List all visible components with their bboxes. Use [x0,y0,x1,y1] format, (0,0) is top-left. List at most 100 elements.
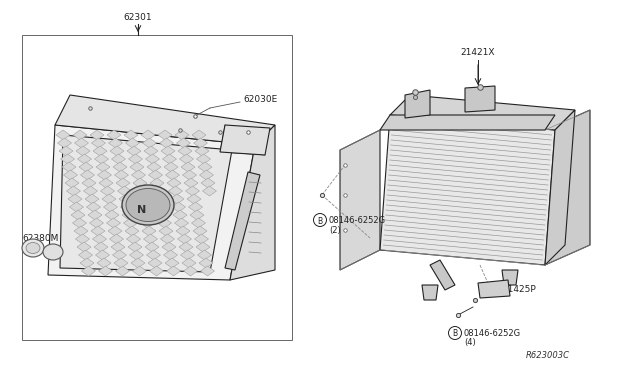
Polygon shape [74,226,88,236]
Polygon shape [150,266,163,276]
Polygon shape [380,115,555,265]
Text: 08146-6252G: 08146-6252G [464,328,521,337]
Text: 62380M: 62380M [22,234,58,243]
Polygon shape [182,258,196,268]
Polygon shape [86,202,100,212]
Polygon shape [178,146,192,156]
Polygon shape [150,178,164,188]
Text: B: B [452,330,458,339]
Polygon shape [99,266,113,276]
Polygon shape [60,135,232,272]
Polygon shape [144,146,158,156]
Text: N: N [138,205,147,215]
Polygon shape [225,172,260,270]
Polygon shape [145,154,159,164]
Text: R623003C: R623003C [526,351,570,360]
Text: (2): (2) [329,225,340,234]
Polygon shape [55,95,275,145]
Polygon shape [107,130,121,140]
Polygon shape [115,266,129,276]
Text: 08146-6252G: 08146-6252G [329,215,386,224]
Polygon shape [502,270,518,285]
Polygon shape [340,130,380,270]
Polygon shape [161,146,175,156]
Polygon shape [141,218,154,228]
Polygon shape [85,194,99,204]
Polygon shape [128,242,142,252]
Polygon shape [77,154,92,164]
Polygon shape [113,162,127,172]
Polygon shape [113,250,127,260]
Polygon shape [198,162,212,172]
Polygon shape [127,234,141,244]
Polygon shape [200,170,214,180]
Polygon shape [136,194,150,204]
Polygon shape [110,146,124,156]
Polygon shape [76,146,90,156]
Polygon shape [181,162,195,172]
Polygon shape [97,170,111,180]
Polygon shape [111,242,125,252]
Polygon shape [156,210,170,220]
Polygon shape [147,250,161,260]
Polygon shape [95,250,109,260]
Polygon shape [76,234,90,244]
Polygon shape [195,146,209,156]
Text: 62301: 62301 [124,13,152,22]
Polygon shape [141,130,155,140]
Polygon shape [196,154,211,164]
Polygon shape [405,90,430,118]
Polygon shape [170,194,184,204]
Polygon shape [109,138,122,148]
Polygon shape [96,162,110,172]
Polygon shape [129,250,143,260]
Polygon shape [73,130,87,140]
Polygon shape [163,250,177,260]
Polygon shape [179,154,193,164]
Polygon shape [184,178,198,188]
Polygon shape [177,234,191,244]
Polygon shape [143,138,157,148]
Polygon shape [124,218,138,228]
Polygon shape [48,125,255,280]
Polygon shape [175,130,189,140]
Polygon shape [72,218,86,228]
Polygon shape [202,186,216,196]
Polygon shape [165,258,179,268]
Text: 21425P: 21425P [502,285,536,295]
Polygon shape [81,266,95,276]
Polygon shape [63,170,77,180]
Polygon shape [91,226,105,236]
Polygon shape [111,154,125,164]
Polygon shape [179,242,193,252]
Polygon shape [145,242,159,252]
Polygon shape [153,194,167,204]
Polygon shape [134,186,148,196]
Polygon shape [157,218,172,228]
Polygon shape [158,130,172,140]
Polygon shape [191,218,205,228]
Polygon shape [99,178,113,188]
Polygon shape [172,202,186,212]
Polygon shape [220,125,270,155]
Polygon shape [180,250,195,260]
Polygon shape [115,170,129,180]
Polygon shape [124,130,138,140]
Polygon shape [187,194,201,204]
Polygon shape [93,234,106,244]
Polygon shape [147,162,161,172]
Polygon shape [190,210,204,220]
Polygon shape [82,178,96,188]
Polygon shape [56,130,70,140]
Polygon shape [199,258,213,268]
Polygon shape [192,130,206,140]
Polygon shape [116,178,130,188]
Polygon shape [59,146,73,156]
Polygon shape [79,162,93,172]
Polygon shape [79,250,93,260]
Polygon shape [159,226,173,236]
Polygon shape [133,178,147,188]
Polygon shape [200,266,214,276]
Polygon shape [161,234,175,244]
Polygon shape [93,146,107,156]
